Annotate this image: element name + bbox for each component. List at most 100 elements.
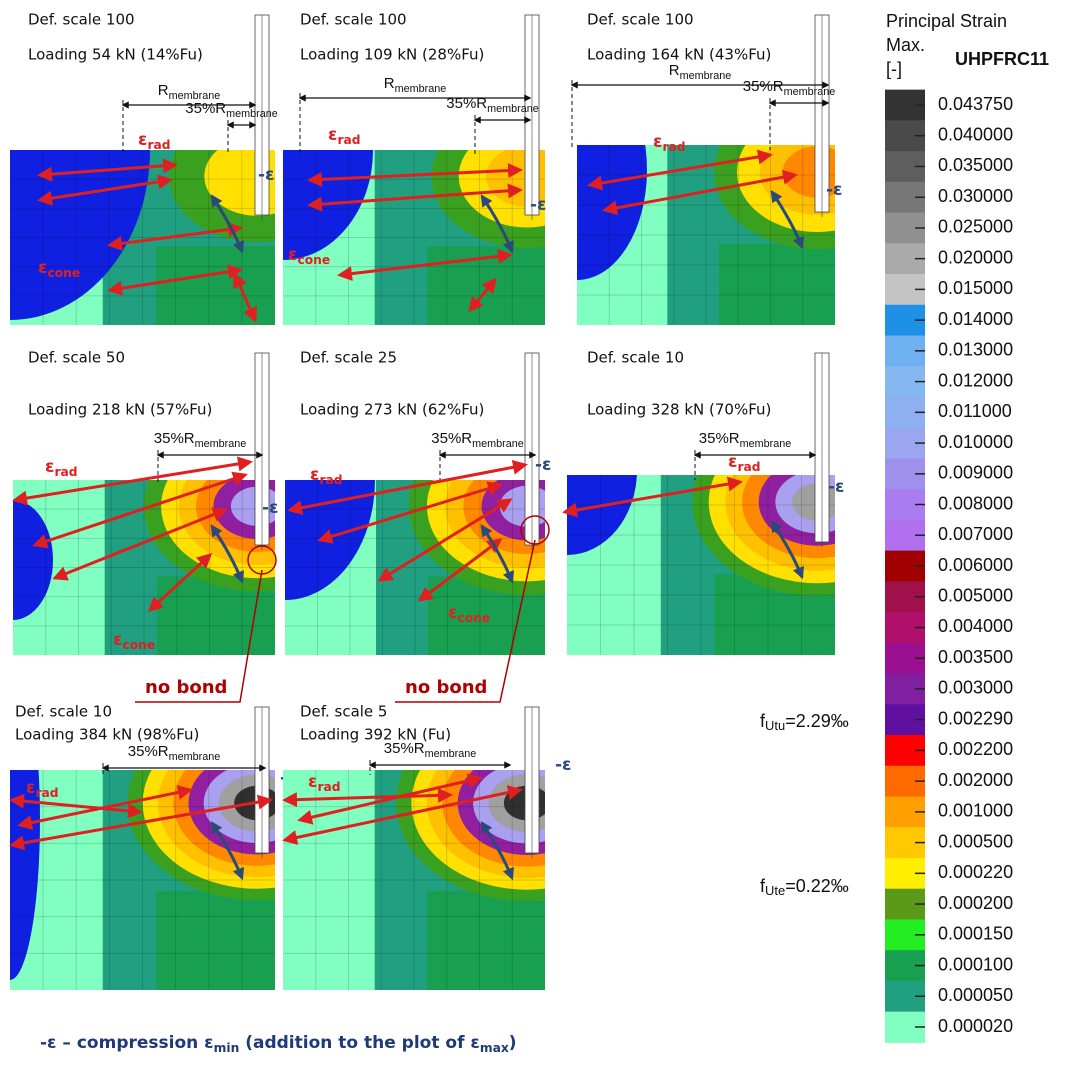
dim-label-main: 35%R (185, 100, 226, 117)
eps-cone-sub: cone (47, 266, 80, 280)
footer-sub: max (480, 1041, 509, 1055)
legend-label: 0.025000 (938, 217, 1013, 237)
dim-label-main: 35%R (154, 430, 195, 447)
eps-rad-main: ε (308, 772, 317, 792)
dim-label: Rmembrane (158, 82, 220, 102)
no-bond: no bond (405, 677, 487, 698)
legend-label: 0.043750 (938, 94, 1013, 114)
eps-cone-main: ε (448, 603, 457, 623)
legend-label: 0.002200 (938, 739, 1013, 759)
legend-label: 0.010000 (938, 432, 1013, 452)
eps-min: -ε (258, 165, 275, 185)
legend-label: 0.020000 (938, 247, 1013, 267)
legend-title: Principal Strain (886, 11, 1007, 31)
eps-cone-main: ε (288, 245, 297, 265)
eps-rad-sub: rad (35, 786, 58, 800)
dim-label: 35%Rmembrane (431, 430, 523, 450)
legend-label: 0.000020 (938, 1016, 1013, 1036)
legend-subtitle: Max. (886, 35, 925, 55)
legend-label: 0.000100 (938, 954, 1013, 974)
zone-dark (156, 246, 275, 325)
def-scale: Def. scale 25 (300, 349, 397, 367)
loading: Loading 54 kN (14%Fu) (28, 46, 203, 64)
dim-label-main: 35%R (384, 740, 425, 757)
eps-rad-main: ε (328, 125, 337, 145)
dim-label-main: 35%R (128, 743, 169, 760)
f-ute: fUte=0.22‰ (760, 876, 849, 899)
dim-label-sub: membrane (784, 86, 836, 98)
eps-rad-sub: rad (737, 460, 760, 474)
legend-label: 0.030000 (938, 186, 1013, 206)
dim-label-sub: membrane (395, 83, 447, 95)
eps-rad-sub: rad (337, 133, 360, 147)
footer-note: -ε – compression εmin (addition to the p… (40, 1033, 517, 1055)
legend-label: 0.000050 (938, 985, 1013, 1005)
dim-label-main: R (669, 62, 680, 79)
dim-label-main: 35%R (699, 430, 740, 447)
legend-label: 0.003500 (938, 647, 1013, 667)
legend-label: 0.006000 (938, 555, 1013, 575)
fem-plot (507, 60, 920, 325)
zone-dark (156, 891, 275, 990)
eps-cone-sub: cone (122, 638, 155, 652)
loading: Loading 384 kN (98%Fu) (15, 726, 199, 744)
def-scale: Def. scale 10 (15, 703, 112, 721)
dim-label-main: 35%R (446, 95, 487, 112)
zone-dark (427, 891, 545, 990)
legend-label: 0.008000 (938, 493, 1013, 513)
legend-label: 0.007000 (938, 524, 1013, 544)
dim-label-sub: membrane (169, 751, 221, 763)
figure: Def. scale 100 Loading 54 kN (14%Fu) Rmemb… (0, 0, 1078, 1073)
dim-label: Rmembrane (669, 62, 731, 82)
legend-label: 0.000150 (938, 924, 1013, 944)
eps-min: -ε (530, 195, 547, 215)
dim-label-main: R (158, 82, 169, 99)
loading: Loading 392 kN (Fu) (300, 726, 451, 744)
def-scale: Def. scale 10 (587, 349, 684, 367)
f-ute-rest: =0.22‰ (785, 876, 849, 896)
footer-text: (addition to the plot of ε (239, 1033, 480, 1053)
legend-unit: [-] (886, 59, 902, 79)
loading: Loading 109 kN (28%Fu) (300, 46, 484, 64)
eps-rad-main: ε (26, 778, 35, 798)
def-scale: Def. scale 5 (300, 703, 387, 721)
dim-label-main: 35%R (431, 430, 472, 447)
eps-min: -ε (262, 498, 279, 518)
footer-text: ) (509, 1033, 517, 1053)
eps-rad-main: ε (45, 457, 54, 477)
dim-label-main: 35%R (743, 78, 784, 95)
eps-rad: εrad (653, 132, 686, 154)
eps-cone-main: ε (113, 630, 122, 650)
dim-label-sub: membrane (425, 748, 477, 760)
dim-label-sub: membrane (226, 108, 278, 120)
loading: Loading 218 kN (57%Fu) (28, 401, 212, 419)
eps-rad: εrad (310, 465, 343, 487)
def-scale: Def. scale 100 (300, 11, 407, 29)
eps-cone-sub: cone (457, 611, 490, 625)
eps-cone-main: ε (38, 258, 47, 278)
def-scale: Def. scale 100 (587, 11, 694, 29)
f-ute-sub: Ute (765, 883, 785, 898)
eps-min: -ε (826, 180, 843, 200)
def-scale: Def. scale 50 (28, 349, 125, 367)
eps-rad-main: ε (310, 465, 319, 485)
eps-min: -ε (535, 455, 552, 475)
eps-rad-main: ε (653, 132, 662, 152)
legend-label: 0.013000 (938, 340, 1013, 360)
eps-rad-sub: rad (317, 780, 340, 794)
eps-rad-sub: rad (319, 473, 342, 487)
legend-label: 0.000200 (938, 893, 1013, 913)
legend-label: 0.004000 (938, 616, 1013, 636)
zone-dark (719, 244, 835, 325)
eps-rad-main: ε (138, 130, 147, 150)
legend-label: 0.035000 (938, 155, 1013, 175)
footer-sub: min (214, 1041, 240, 1055)
fem-plot (497, 385, 942, 655)
eps-min: -ε (555, 755, 572, 775)
eps-rad: εrad (138, 130, 171, 152)
dim-label: Rmembrane (384, 75, 446, 95)
legend-label: 0.000220 (938, 862, 1013, 882)
dim-label: 35%Rmembrane (154, 430, 246, 450)
eps-cone-sub: cone (297, 253, 330, 267)
legend-label: 0.005000 (938, 585, 1013, 605)
